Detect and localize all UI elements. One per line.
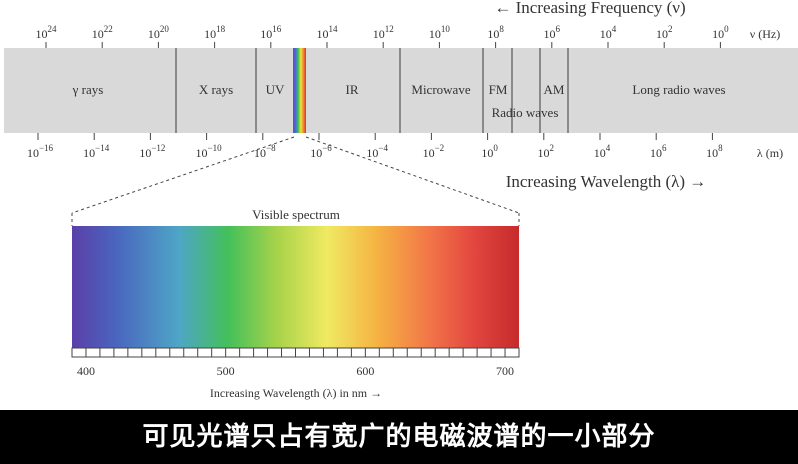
- region-long-radio-waves: Long radio waves: [632, 82, 725, 97]
- subtitle-bar: [0, 410, 798, 464]
- freq-tick-label: 1016: [260, 24, 282, 41]
- region-radio-waves: Radio waves: [492, 105, 559, 120]
- freq-tick-label: 102: [656, 24, 673, 41]
- wavelength-unit: λ (m): [757, 146, 783, 160]
- region-x-rays: X rays: [199, 82, 233, 97]
- em-spectrum-diagram: ← Increasing Frequency (ν) 1024 1022 1020 1…: [4, 0, 798, 400]
- wavelength-tick-label: 10−8: [254, 143, 276, 160]
- frequency-axis: 1024 1022 1020 1018 1016 1014 1012 1010 108 106 10…: [36, 24, 729, 48]
- region-am: AM: [544, 82, 565, 97]
- region-gamma-rays: γ rays: [72, 82, 104, 97]
- region-fm: FM: [489, 82, 508, 97]
- freq-tick-label: 1024: [36, 24, 58, 41]
- visible-spectrum-bar: [72, 226, 519, 348]
- wavelength-tick-label: 10−10: [196, 143, 223, 160]
- zoom-line-right: [305, 136, 520, 214]
- visible-axis-labels: 400 500 600 700: [77, 364, 514, 378]
- wavelength-tick-label: 10−2: [423, 143, 445, 160]
- freq-tick-label: 108: [487, 24, 504, 41]
- visible-spectrum-title: Visible spectrum: [252, 207, 340, 222]
- frequency-unit: ν (Hz): [750, 27, 780, 41]
- freq-tick-label: 1010: [429, 24, 451, 41]
- freq-tick-label: 1020: [148, 24, 170, 41]
- freq-tick-label: 100: [712, 24, 729, 41]
- visible-ruler-ticks: [71, 348, 520, 357]
- wavelength-tick-label: 10−14: [83, 143, 110, 160]
- region-ir: IR: [346, 82, 359, 97]
- subtitle-text: 可见光谱只占有宽广的电磁波谱的一小部分: [142, 422, 656, 452]
- freq-tick-label: 1022: [92, 24, 113, 41]
- spectrum-band: [4, 48, 798, 133]
- visible-tick-label: 600: [356, 364, 374, 378]
- visible-slice: [293, 48, 306, 133]
- wavelength-tick-label: 100: [481, 143, 498, 160]
- freq-tick-label: 106: [544, 24, 561, 41]
- visible-tick-label: 500: [217, 364, 235, 378]
- visible-tick-label: 700: [496, 364, 514, 378]
- wavelength-tick-label: 10−6: [310, 143, 332, 160]
- wavelength-tick-label: 10−12: [139, 143, 165, 160]
- region-uv: UV: [266, 82, 285, 97]
- wavelength-tick-label: 108: [706, 143, 723, 160]
- wavelength-tick-label: 102: [538, 143, 555, 160]
- region-microwave: Microwave: [411, 82, 470, 97]
- wavelength-tick-label: 10−4: [366, 143, 388, 160]
- freq-tick-label: 104: [600, 24, 617, 41]
- freq-tick-label: 1018: [204, 24, 226, 41]
- wavelength-axis: 10−16 10−14 10−12 10−10 10−8 10−6 10−4 10−2 100 1…: [27, 133, 723, 160]
- visible-tick-label: 400: [77, 364, 95, 378]
- frequency-direction-label: ← Increasing Frequency (ν): [494, 0, 685, 17]
- wavelength-tick-label: 10−16: [27, 143, 54, 160]
- freq-tick-label: 1012: [373, 24, 394, 41]
- freq-tick-label: 1014: [317, 24, 339, 41]
- visible-axis-label: Increasing Wavelength (λ) in nm →: [210, 386, 382, 400]
- wavelength-tick-label: 104: [594, 143, 611, 160]
- wavelength-tick-label: 106: [650, 143, 667, 160]
- wavelength-direction-label: Increasing Wavelength (λ) →: [506, 172, 707, 191]
